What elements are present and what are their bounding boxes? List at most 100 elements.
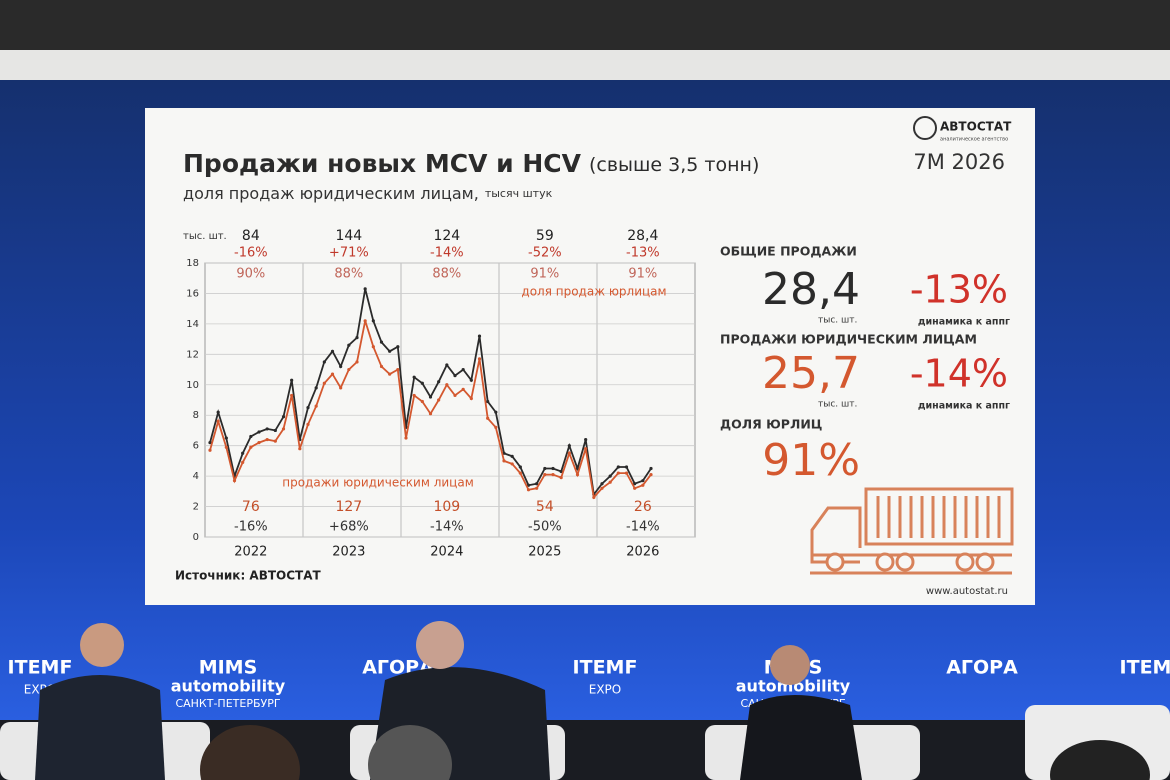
- summary-unit: тыс. шт.: [818, 316, 857, 326]
- point: [428, 412, 433, 416]
- summary-value: 91%: [762, 435, 860, 486]
- point: [608, 474, 612, 478]
- point: [330, 349, 335, 353]
- point: [624, 471, 629, 475]
- point: [584, 447, 588, 451]
- point: [216, 419, 220, 423]
- point: [273, 428, 277, 433]
- point: [241, 460, 245, 465]
- summary-change-label: динамика к аппг: [918, 317, 1010, 328]
- point: [486, 399, 490, 404]
- year-legal-change: -14%: [626, 520, 660, 535]
- summary-value: 28,4: [762, 264, 860, 315]
- year-total-change: -14%: [430, 246, 464, 261]
- x-tick-label: 2025: [528, 545, 561, 560]
- point: [249, 434, 253, 439]
- year-total: 59: [536, 228, 554, 244]
- point: [396, 367, 400, 372]
- point: [249, 445, 253, 449]
- point: [494, 425, 498, 429]
- point: [339, 386, 343, 390]
- point: [273, 439, 277, 443]
- point: [265, 427, 269, 431]
- point: [371, 319, 375, 323]
- point: [469, 378, 473, 382]
- point: [290, 378, 294, 382]
- point: [363, 319, 367, 323]
- point: [445, 383, 449, 387]
- point: [306, 406, 310, 410]
- truck-wheel: [955, 552, 975, 572]
- logo-top: ITEMF: [8, 657, 73, 679]
- y-tick-label: 18: [186, 258, 199, 269]
- summary-label: ПРОДАЖИ ЮРИДИЧЕСКИМ ЛИЦАМ: [720, 332, 977, 347]
- year-total: 84: [242, 228, 260, 244]
- slide-title: Продажи новых MCV и HCV (свыше 3,5 тонн): [183, 149, 759, 178]
- stage-people: [0, 621, 1170, 780]
- truck-wheel: [825, 552, 845, 572]
- year-total: 124: [433, 228, 460, 244]
- point: [420, 381, 424, 385]
- point: [526, 483, 531, 487]
- point: [502, 459, 506, 463]
- speaker-2-head: [416, 621, 464, 669]
- point: [641, 479, 645, 483]
- point: [281, 415, 286, 419]
- point: [347, 367, 351, 372]
- point: [641, 483, 645, 487]
- speaker-1-head: [80, 623, 124, 667]
- year-share: 88%: [334, 267, 363, 282]
- top-band: [0, 50, 1170, 80]
- point: [510, 454, 514, 458]
- speaker-3-head: [770, 645, 810, 685]
- series-label: продажи юридическим лицам: [282, 476, 474, 490]
- year-legal-change: -14%: [430, 520, 464, 535]
- y-tick-label: 2: [193, 502, 199, 513]
- truck-wheel: [875, 552, 895, 572]
- point: [322, 381, 326, 385]
- year-total: 28,4: [627, 228, 658, 244]
- point: [232, 479, 237, 483]
- point: [355, 335, 359, 340]
- summary-label: ДОЛЯ ЮРЛИЦ: [720, 417, 822, 432]
- point: [412, 375, 416, 379]
- subtitle-main: доля продаж юридическим лицам,: [183, 184, 479, 203]
- point: [559, 469, 563, 474]
- point: [281, 427, 286, 431]
- y-tick-label: 0: [193, 532, 199, 543]
- point: [208, 441, 212, 445]
- point: [265, 437, 269, 442]
- point: [363, 287, 367, 291]
- y-tick-label: 10: [186, 380, 199, 391]
- point: [486, 416, 490, 420]
- x-tick-label: 2023: [332, 545, 365, 560]
- point: [322, 360, 326, 364]
- summary-label: ОБЩИЕ ПРОДАЖИ: [720, 244, 857, 259]
- point: [551, 472, 555, 477]
- point: [477, 334, 482, 338]
- point: [633, 482, 637, 486]
- logo-top: MIMS: [199, 657, 258, 679]
- point: [461, 367, 465, 372]
- point: [412, 393, 416, 398]
- point: [371, 345, 375, 349]
- point: [453, 374, 457, 378]
- point: [257, 441, 261, 445]
- point: [453, 393, 457, 398]
- summary-change: -13%: [910, 268, 1008, 312]
- audience-head: [1050, 740, 1150, 780]
- point: [535, 482, 539, 486]
- point: [616, 471, 620, 475]
- source: Источник: АВТОСТАТ: [175, 569, 322, 583]
- logo-top: ITEMF: [1120, 657, 1170, 679]
- point: [388, 372, 392, 376]
- summary-change-label: динамика к аппг: [918, 401, 1010, 412]
- x-tick-label: 2022: [234, 545, 267, 560]
- point: [518, 471, 522, 475]
- audience-head: [200, 725, 300, 780]
- y-tick-label: 6: [193, 441, 199, 452]
- period: 7М 2026: [913, 150, 1005, 174]
- point: [608, 480, 612, 484]
- point: [388, 349, 392, 353]
